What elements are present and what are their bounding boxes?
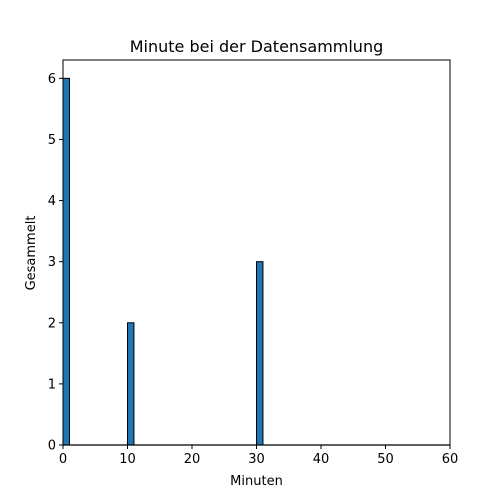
x-tick-label-30: 30 [248, 452, 265, 467]
x-tick-label-20: 20 [184, 452, 201, 467]
y-tick-label-0: 0 [48, 439, 56, 454]
x-tick-label-50: 50 [377, 452, 394, 467]
x-tick-label-10: 10 [119, 452, 136, 467]
ticks-group: 0 10 20 30 40 50 60 0 1 2 3 4 5 6 [48, 72, 459, 467]
bar-10 [127, 322, 135, 446]
bar-0 [62, 77, 70, 446]
x-tick-label-40: 40 [313, 452, 330, 467]
y-tick-label-4: 4 [48, 194, 56, 209]
y-tick-label-2: 2 [48, 316, 56, 331]
x-tick-label-0: 0 [59, 452, 67, 467]
y-tick-label-3: 3 [48, 255, 56, 270]
bars-group [62, 77, 450, 446]
y-axis-label: Gesammelt [24, 216, 39, 291]
y-tick-label-6: 6 [48, 72, 56, 87]
y-tick-label-5: 5 [48, 133, 56, 148]
bar-30 [256, 261, 264, 446]
y-tick-label-1: 1 [48, 377, 56, 392]
x-tick-label-60: 60 [442, 452, 459, 467]
chart-title: Minute bei der Datensammlung [130, 37, 384, 56]
x-axis-label: Minuten [230, 474, 283, 489]
